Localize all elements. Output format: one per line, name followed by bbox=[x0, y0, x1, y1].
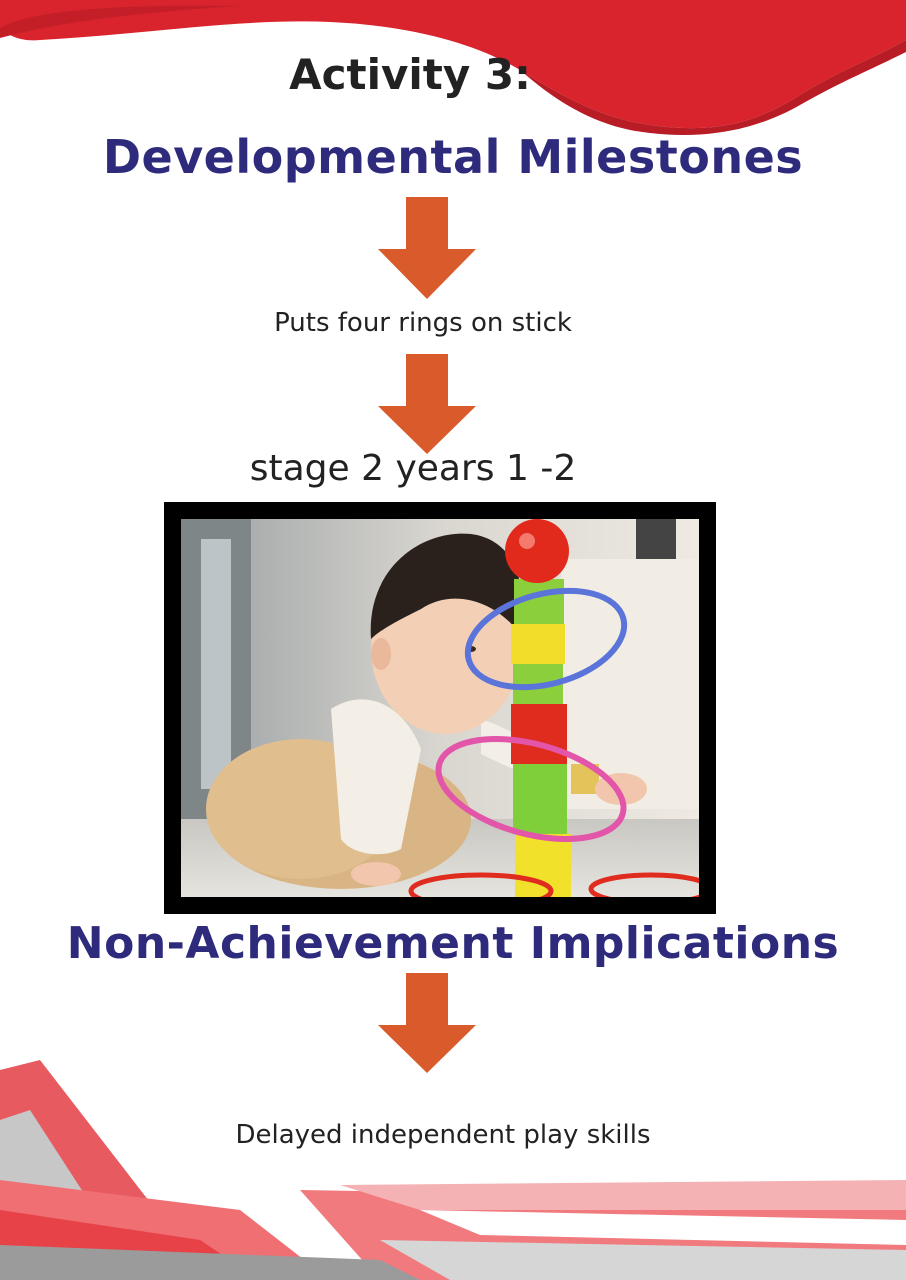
child-stacking-rings-photo bbox=[181, 519, 699, 897]
implication-text: Delayed independent play skills bbox=[235, 1120, 651, 1150]
stage-text: stage 2 years 1 -2 bbox=[249, 448, 577, 489]
activity-title: Activity 3: bbox=[289, 50, 531, 99]
photo-frame bbox=[164, 502, 716, 914]
down-arrow-icon bbox=[378, 197, 476, 299]
top-wave-banner bbox=[0, 0, 906, 135]
down-arrow-icon bbox=[378, 354, 476, 454]
bottom-swoosh-decoration bbox=[0, 1060, 906, 1280]
down-arrow-icon bbox=[378, 973, 476, 1073]
implications-heading: Non-Achievement Implications bbox=[66, 918, 840, 969]
milestone-text: Puts four rings on stick bbox=[274, 308, 572, 338]
milestones-heading: Developmental Milestones bbox=[102, 130, 804, 184]
